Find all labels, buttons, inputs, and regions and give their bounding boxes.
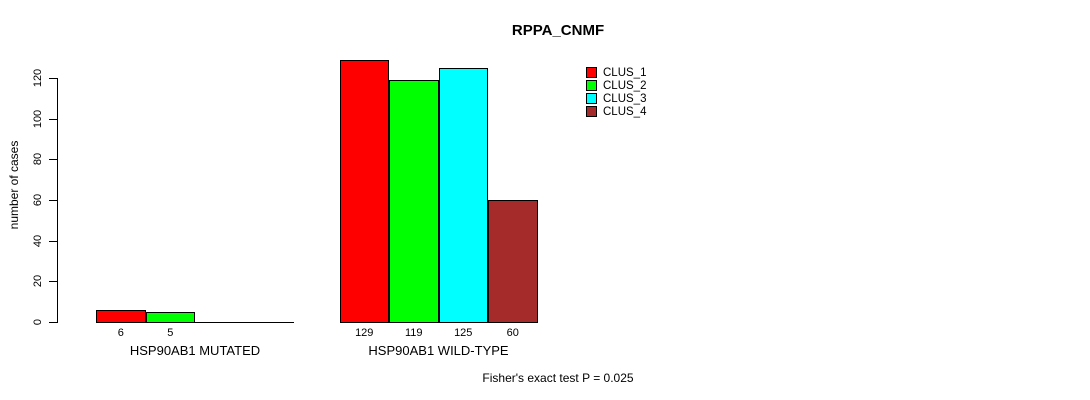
y-axis-tick-label: 0 <box>32 318 44 326</box>
y-axis-tick-label: 80 <box>32 153 44 166</box>
y-axis-tick <box>49 200 57 201</box>
y-axis-tick <box>49 159 57 161</box>
x-axis-baseline <box>96 322 294 323</box>
bar-CLUS_1 <box>339 59 389 323</box>
chart-title: RPPA_CNMF <box>511 22 605 39</box>
fisher-test-annotation: Fisher's exact test P = 0.025 <box>482 371 634 385</box>
legend-item: CLUS_1 <box>586 66 646 79</box>
bar-CLUS_2 <box>389 80 439 323</box>
y-axis-tick-label: 120 <box>32 68 44 88</box>
bar-CLUS_3 <box>438 67 488 323</box>
y-axis-title: number of cases <box>7 140 21 230</box>
y-axis-tick <box>49 281 57 283</box>
y-axis-tick <box>49 322 57 323</box>
bar-CLUS_4 <box>488 200 538 323</box>
legend-swatch-CLUS_3 <box>586 93 597 104</box>
y-axis-tick-label: 20 <box>32 275 44 288</box>
x-group-label: HSP90AB1 WILD-TYPE <box>368 343 509 358</box>
y-axis-tick <box>49 78 57 79</box>
y-axis-tick-label: 40 <box>32 234 44 247</box>
x-group-label: HSP90AB1 MUTATED <box>129 343 261 358</box>
y-axis-tick-label: 100 <box>32 109 44 128</box>
bar-value-label: 129 <box>355 327 374 339</box>
bar-value-label: 5 <box>167 327 174 339</box>
legend-label: CLUS_3 <box>603 92 647 105</box>
bar-value-label: 60 <box>506 327 519 339</box>
y-axis-tick-label: 60 <box>32 193 44 207</box>
bar-value-label: 6 <box>117 327 124 339</box>
legend-swatch-CLUS_4 <box>586 106 597 117</box>
legend-swatch-CLUS_1 <box>586 67 597 78</box>
legend-label: CLUS_2 <box>603 79 647 92</box>
legend-item: CLUS_4 <box>586 105 646 118</box>
bar-value-label: 119 <box>404 327 423 339</box>
legend-item: CLUS_2 <box>586 79 646 92</box>
legend: CLUS_1 CLUS_2 CLUS_3 CLUS_4 <box>586 66 646 118</box>
y-axis-line <box>57 78 58 323</box>
legend-swatch-CLUS_2 <box>586 80 597 91</box>
legend-label: CLUS_1 <box>603 66 647 79</box>
bar-value-label: 125 <box>454 327 473 339</box>
y-axis-tick <box>49 240 57 242</box>
y-axis-tick <box>49 118 57 120</box>
bar-CLUS_2 <box>145 311 195 323</box>
legend-item: CLUS_3 <box>586 92 646 105</box>
legend-label: CLUS_4 <box>603 105 647 118</box>
bar-CLUS_1 <box>96 309 146 323</box>
